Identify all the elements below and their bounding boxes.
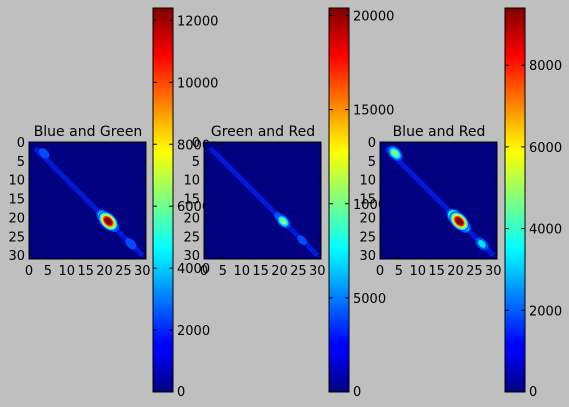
heat-blob (38, 148, 50, 159)
colorbar-tick-label: 4000 (529, 223, 562, 238)
x-tick-label: 15 (428, 264, 445, 279)
x-tick-label: 5 (44, 264, 52, 279)
panel-title: Blue and Green (34, 124, 143, 140)
x-tick-label: 25 (290, 264, 307, 279)
y-tick-label: 0 (17, 136, 25, 151)
y-tick-label: 15 (8, 193, 25, 208)
colorbar-tick-label: 6000 (529, 141, 562, 156)
diagonal-ridge (385, 147, 496, 258)
y-tick-label: 0 (192, 136, 200, 151)
x-tick-label: 0 (25, 264, 33, 279)
x-tick-label: 0 (376, 264, 384, 279)
x-tick-label: 20 (96, 264, 113, 279)
x-tick-label: 20 (447, 264, 464, 279)
heat-blob (105, 218, 112, 225)
colorbar-tick-label: 0 (353, 385, 361, 400)
colorbar-tick-label: 4000 (177, 262, 210, 277)
colorbar (504, 7, 526, 393)
colorbar (328, 7, 350, 393)
colorbar-tick-label: 2000 (177, 324, 210, 339)
y-tick-label: 15 (359, 193, 376, 208)
y-tick-label: 5 (192, 155, 200, 170)
panel-title: Blue and Red (393, 124, 486, 140)
x-tick-label: 15 (77, 264, 94, 279)
y-tick-label: 5 (17, 155, 25, 170)
y-tick-label: 0 (368, 136, 376, 151)
colorbar (152, 7, 174, 393)
y-tick-label: 25 (359, 230, 376, 245)
colorbar-tick-label: 2000 (529, 304, 562, 319)
y-tick-label: 20 (183, 211, 200, 226)
y-tick-label: 25 (183, 230, 200, 245)
colorbar-tick-label: 10000 (177, 76, 218, 91)
y-tick-label: 10 (359, 174, 376, 189)
diagonal-ridge (34, 147, 145, 258)
colorbar-tick-label: 8000 (177, 138, 210, 153)
colorbar-tick-label: 15000 (353, 104, 394, 119)
x-tick-label: 30 (134, 264, 151, 279)
y-tick-label: 15 (183, 193, 200, 208)
colorbar-tick-label: 8000 (529, 59, 562, 74)
panel-title: Green and Red (211, 124, 315, 140)
axes-frame (379, 141, 498, 260)
heat-blob (280, 218, 287, 225)
axes-frame (203, 141, 322, 260)
colorbar-tick-label: 0 (177, 385, 185, 400)
x-tick-label: 10 (233, 264, 250, 279)
x-tick-label: 20 (271, 264, 288, 279)
x-tick-label: 15 (252, 264, 269, 279)
x-tick-label: 30 (309, 264, 326, 279)
x-tick-label: 5 (219, 264, 227, 279)
heat-blob (456, 218, 463, 225)
y-tick-label: 30 (183, 249, 200, 264)
x-tick-label: 25 (466, 264, 483, 279)
y-tick-label: 20 (8, 211, 25, 226)
colorbar-tick-label: 20000 (353, 10, 394, 25)
axes-frame (28, 141, 147, 260)
y-tick-label: 5 (368, 155, 376, 170)
y-tick-label: 10 (183, 174, 200, 189)
y-tick-label: 30 (359, 249, 376, 264)
y-tick-label: 25 (8, 230, 25, 245)
heat-blob (297, 235, 307, 245)
y-tick-label: 10 (8, 174, 25, 189)
x-tick-label: 25 (115, 264, 132, 279)
x-tick-label: 10 (409, 264, 426, 279)
colorbar-tick-label: 0 (529, 385, 537, 400)
x-tick-label: 5 (395, 264, 403, 279)
colorbar-tick-label: 5000 (353, 292, 386, 307)
y-tick-label: 20 (359, 211, 376, 226)
x-tick-label: 10 (58, 264, 75, 279)
heat-blob (478, 240, 486, 248)
colorbar-tick-label: 12000 (177, 14, 218, 29)
colorbar-tick-label: 6000 (177, 200, 210, 215)
x-tick-label: 0 (200, 264, 208, 279)
heat-blob (125, 238, 137, 250)
heat-blob (391, 149, 399, 157)
y-tick-label: 30 (8, 249, 25, 264)
x-tick-label: 30 (485, 264, 502, 279)
